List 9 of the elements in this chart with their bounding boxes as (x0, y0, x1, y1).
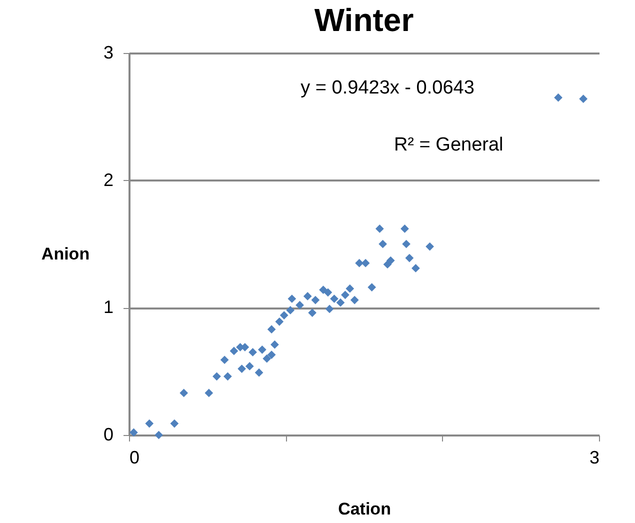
y-tick-label: 2 (103, 170, 114, 190)
x-axis-title: Cation (338, 500, 391, 518)
annotation: R² = General (394, 134, 504, 156)
y-tick-label: 0 (103, 424, 114, 444)
y-tick-label: 3 (103, 42, 114, 62)
y-axis-title: Anion (41, 244, 90, 264)
chart-title: Winter (314, 2, 414, 38)
annotation: y = 0.9423x - 0.0643 (300, 77, 474, 98)
y-tick-label: 1 (103, 297, 114, 318)
